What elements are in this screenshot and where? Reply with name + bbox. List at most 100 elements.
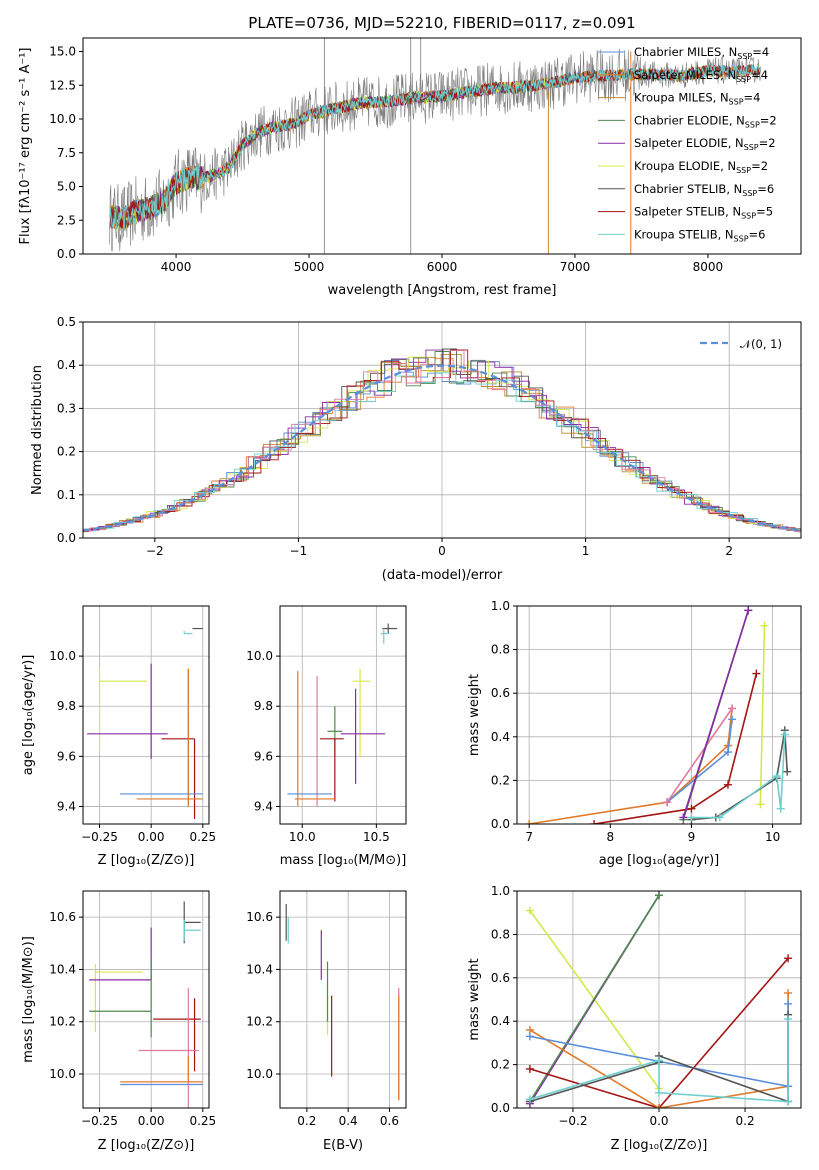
weight-line — [529, 957, 789, 1108]
mass-vs-Z-frame: −0.25 0.00 0.25 10.0 10.2 10.4 10.6 — [49, 890, 216, 1128]
weight-line — [593, 673, 758, 824]
mass-vs-EBV-frame: 0.2 0.4 0.6 10.0 10.2 10.4 10.6 — [246, 890, 407, 1128]
y-tick-label: 9.8 — [254, 699, 273, 713]
weight-line — [529, 708, 733, 824]
y-tick-label: 10.0 — [49, 649, 76, 663]
y-tick-label: 0.1 — [57, 488, 76, 502]
weight-line — [759, 625, 766, 805]
model-spectrum — [109, 64, 762, 230]
mass-vs-Z-plot — [89, 901, 203, 1108]
y-tick-label: 0.4 — [491, 730, 510, 744]
x-axis-label: mass [log₁₀(M/M⊙)] — [280, 853, 407, 868]
spectrum-frame: 4000 5000 6000 7000 8000 0.0 2.5 5.0 7.5 10.0 12.5… — [49, 37, 802, 274]
histogram-step — [83, 356, 801, 533]
x-tick-label: 0.25 — [189, 1114, 216, 1128]
x-axis-label: Z [log₁₀(Z/Z⊙)] — [98, 853, 195, 868]
y-tick-label: 10.6 — [49, 910, 76, 924]
weight-vs-Z-frame: −0.2 0.0 0.2 0.0 0.2 0.4 0.6 0.8 1.0 — [491, 884, 802, 1128]
x-tick-label: 2 — [725, 544, 733, 558]
age-vs-mass-axes — [280, 606, 406, 824]
x-tick-label: −0.25 — [81, 830, 118, 844]
x-tick-label: 8 — [606, 830, 614, 844]
y-tick-label: 7.5 — [57, 146, 76, 160]
y-axis-label: mass weight — [467, 674, 482, 756]
legend: Chabrier MILES, NSSP=4 Salpeter MILES, NS… — [598, 45, 777, 243]
y-tick-label: 10.2 — [49, 1015, 76, 1029]
y-tick-label: 10.0 — [246, 1067, 273, 1081]
x-tick-label: 8000 — [693, 260, 724, 274]
age-vs-mass-plot — [287, 623, 398, 807]
y-tick-label: 10.0 — [246, 649, 273, 663]
y-tick-label: 0.8 — [491, 927, 510, 941]
y-tick-label: 0.0 — [57, 531, 76, 545]
histogram-step — [83, 350, 801, 532]
y-tick-label: 1.0 — [491, 599, 510, 613]
x-tick-label: 0.4 — [339, 1114, 358, 1128]
plot-frame — [279, 890, 407, 1109]
mass-vs-EBV-plot — [285, 904, 400, 1101]
normal-curve — [83, 364, 801, 532]
y-axis-label: Normed distribution — [30, 365, 45, 495]
plot-frame — [82, 890, 210, 1109]
x-tick-label: 7 — [525, 830, 533, 844]
y-tick-label: 10.4 — [246, 962, 273, 976]
legend-label: Salpeter MILES, NSSP=4 — [634, 68, 768, 84]
y-tick-label: 0.3 — [57, 401, 76, 415]
histogram-step — [83, 353, 801, 531]
age-vs-Z-plot — [87, 627, 203, 819]
y-axis-label: age [log₁₀(age/yr)] — [21, 655, 36, 776]
y-tick-label: 0.4 — [57, 358, 76, 372]
legend-label: Kroupa STELIB, NSSP=6 — [634, 227, 765, 243]
legend-label: Chabrier ELODIE, NSSP=2 — [634, 113, 777, 129]
y-tick-label: 9.4 — [254, 799, 273, 813]
legend-label: Salpeter ELODIE, NSSP=2 — [634, 136, 776, 152]
weight-vs-age-plot — [525, 606, 792, 824]
y-tick-label: 0.0 — [57, 247, 76, 261]
histogram-step — [83, 349, 801, 532]
weight-line — [529, 894, 660, 1102]
mass-vs-EBV-axes — [280, 891, 406, 1108]
plot-frame — [82, 605, 210, 825]
y-tick-label: 10.0 — [49, 112, 76, 126]
legend-label: Kroupa MILES, NSSP=4 — [634, 91, 760, 107]
y-tick-label: 9.6 — [254, 749, 273, 763]
x-axis-label: age [log₁₀(age/yr)] — [599, 853, 720, 868]
x-axis-label: Z [log₁₀(Z/Z⊙)] — [98, 1138, 195, 1153]
x-tick-label: 1 — [582, 544, 590, 558]
y-tick-label: 12.5 — [49, 78, 76, 92]
weight-vs-Z-plot — [525, 891, 793, 1108]
y-tick-label: 0.2 — [57, 445, 76, 459]
y-tick-label: 10.4 — [49, 962, 76, 976]
model-spectrum — [109, 63, 762, 231]
legend-label: Kroupa ELODIE, NSSP=2 — [634, 159, 768, 175]
chart-title: PLATE=0736, MJD=52210, FIBERID=0117, z=0… — [248, 14, 635, 32]
residuals-frame: −2 −1 0 1 2 0.0 0.1 0.2 0.3 0.4 0.5 — [57, 315, 802, 558]
y-axis-label: mass weight — [467, 958, 482, 1040]
histogram-plot — [83, 348, 801, 533]
y-tick-label: 0.0 — [491, 1101, 510, 1115]
y-tick-label: 9.8 — [57, 699, 76, 713]
x-tick-label: 0.00 — [138, 830, 165, 844]
y-tick-label: 1.0 — [491, 884, 510, 898]
x-tick-label: 0.2 — [736, 1114, 755, 1128]
x-axis-label: (data-model)/error — [382, 568, 503, 583]
x-tick-label: 10.5 — [363, 830, 390, 844]
x-tick-label: −0.2 — [558, 1114, 587, 1128]
y-tick-label: 15.0 — [49, 45, 76, 59]
x-tick-label: 0.00 — [138, 1114, 165, 1128]
y-tick-label: 0.2 — [491, 773, 510, 787]
y-tick-label: 0.6 — [491, 686, 510, 700]
y-tick-label: 2.5 — [57, 213, 76, 227]
spectrum-plot — [109, 38, 762, 254]
x-axis-label: E(B-V) — [323, 1138, 363, 1153]
y-axis-label: mass [log₁₀(M/M⊙)] — [21, 936, 36, 1063]
y-tick-label: 0.8 — [491, 643, 510, 657]
x-tick-label: 10.0 — [289, 830, 316, 844]
x-tick-label: 6000 — [427, 260, 458, 274]
x-tick-label: 5000 — [294, 260, 325, 274]
x-tick-label: −2 — [146, 544, 164, 558]
weight-line — [666, 719, 733, 803]
x-tick-label: −0.25 — [81, 1114, 118, 1128]
y-tick-label: 9.6 — [57, 749, 76, 763]
